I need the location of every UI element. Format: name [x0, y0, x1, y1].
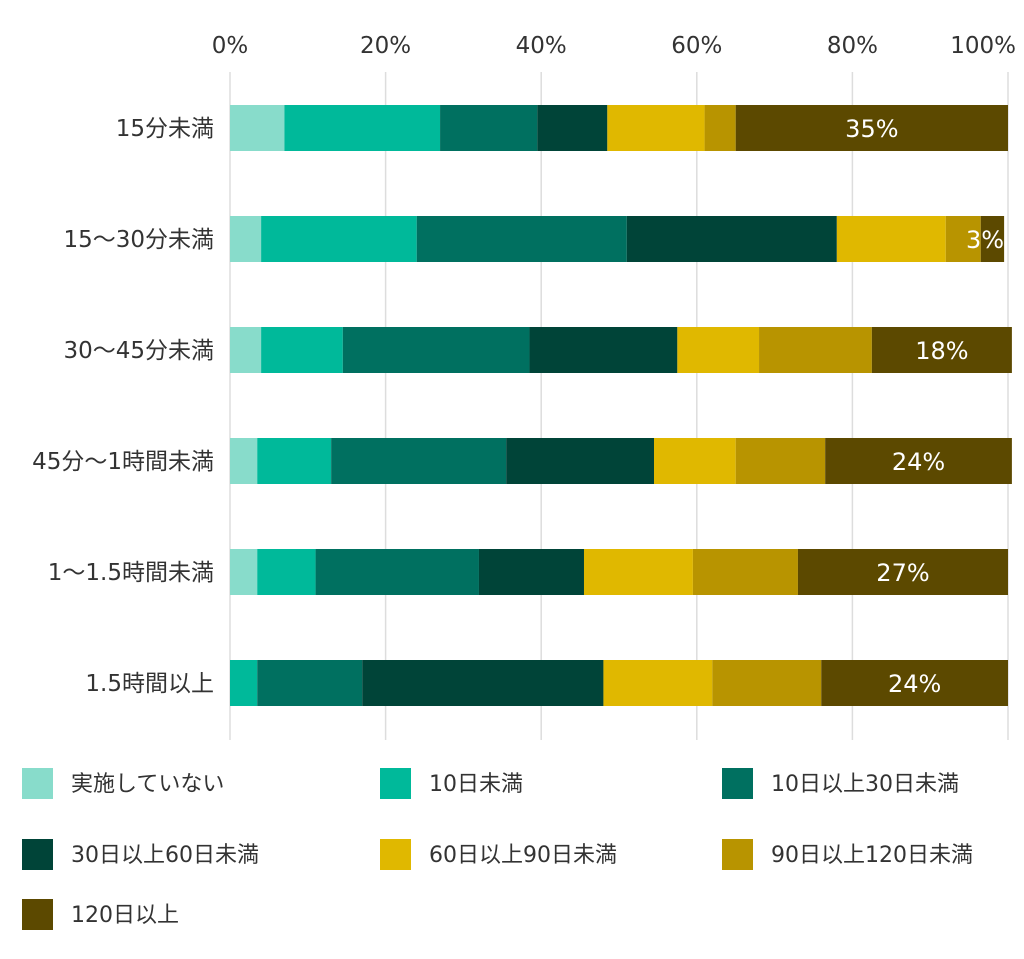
bar-segment — [759, 327, 872, 373]
bar-segment — [478, 549, 584, 595]
bar-segment — [712, 660, 822, 706]
x-tick-label: 20% — [360, 33, 411, 59]
category-label: 1〜1.5時間未満 — [48, 560, 214, 586]
bar-segment — [257, 438, 332, 484]
bar-segment — [980, 216, 1005, 262]
data-label: 3% — [966, 226, 1004, 254]
bar-segment — [230, 438, 258, 484]
legend-label: 90日以上120日未満 — [771, 843, 973, 868]
category-label: 45分〜1時間未満 — [32, 449, 214, 475]
bar-segment — [735, 105, 1008, 151]
x-tick-label: 80% — [827, 33, 878, 59]
data-label: 27% — [876, 559, 929, 587]
bar-segment — [440, 105, 538, 151]
bar-segment — [261, 216, 417, 262]
category-label: 15〜30分未満 — [63, 227, 214, 253]
legend-label: 30日以上60日未満 — [71, 843, 259, 868]
bar-segment — [315, 549, 479, 595]
legend-swatch — [22, 839, 53, 870]
bar-segment — [871, 327, 1012, 373]
bar-segment — [583, 549, 693, 595]
bar-segment — [626, 216, 837, 262]
bar-segment — [257, 660, 363, 706]
bar-segment — [230, 105, 285, 151]
category-label: 1.5時間以上 — [85, 671, 214, 697]
data-label: 24% — [888, 670, 941, 698]
x-tick-label: 60% — [671, 33, 722, 59]
bar-segment — [506, 438, 655, 484]
category-label: 15分未満 — [116, 116, 214, 142]
bar-segment — [603, 660, 713, 706]
bar-segment — [692, 549, 798, 595]
bar-segment — [331, 438, 507, 484]
legend-swatch — [722, 768, 753, 799]
x-tick-label: 40% — [516, 33, 567, 59]
x-tick-label: 0% — [212, 33, 249, 59]
data-label: 35% — [845, 115, 898, 143]
bar-segment — [362, 660, 604, 706]
legend-swatch — [22, 899, 53, 930]
legend-label: 実施していない — [71, 772, 224, 797]
bar-segment — [654, 438, 736, 484]
bar-segment — [284, 105, 441, 151]
bar-segment — [704, 105, 736, 151]
bar-segment — [797, 549, 1008, 595]
data-label: 18% — [915, 337, 968, 365]
bar-segment — [230, 660, 258, 706]
bar-segment — [230, 549, 258, 595]
bar-segment — [230, 216, 262, 262]
legend-label: 10日未満 — [429, 772, 523, 797]
bar-segment — [821, 660, 1008, 706]
data-label: 24% — [892, 448, 945, 476]
legend-label: 120日以上 — [71, 903, 179, 928]
bar-segment — [529, 327, 678, 373]
bar-segment — [261, 327, 343, 373]
bar-segment — [230, 327, 262, 373]
bar-segment — [945, 216, 981, 262]
x-tick-label: 100% — [950, 33, 1016, 59]
bar-segment — [677, 327, 760, 373]
bar-segment — [607, 105, 705, 151]
legend-swatch — [380, 839, 411, 870]
legend-swatch — [722, 839, 753, 870]
legend-swatch — [22, 768, 53, 799]
bar-segment — [342, 327, 530, 373]
category-label: 30〜45分未満 — [63, 338, 214, 364]
legend-swatch — [380, 768, 411, 799]
bar-segment — [836, 216, 946, 262]
bar-segment — [537, 105, 608, 151]
bar-segment — [416, 216, 627, 262]
bar-segment — [825, 438, 1012, 484]
legend-label: 10日以上30日未満 — [771, 772, 959, 797]
bar-segment — [735, 438, 826, 484]
bar-segment — [257, 549, 316, 595]
legend-label: 60日以上90日未満 — [429, 843, 617, 868]
